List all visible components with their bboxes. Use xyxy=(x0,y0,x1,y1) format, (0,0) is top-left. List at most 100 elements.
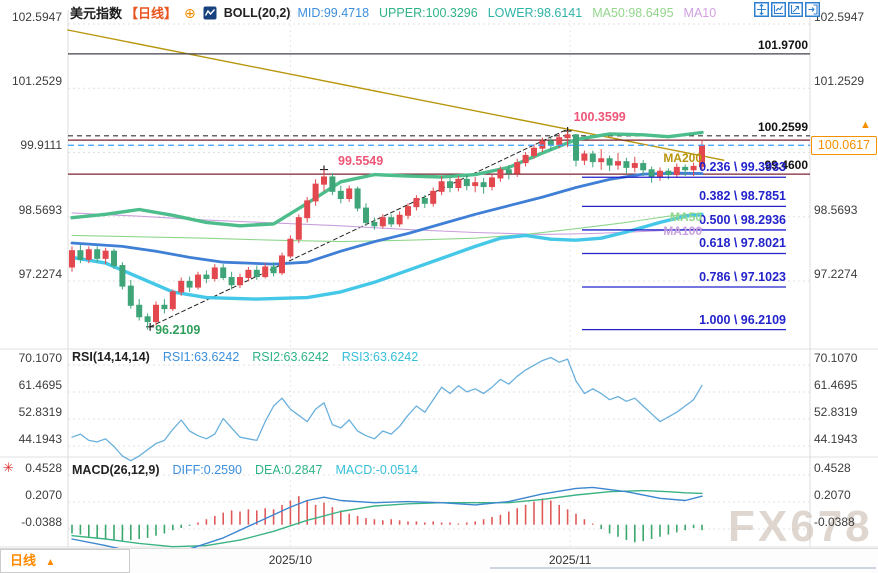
candle-up xyxy=(657,170,663,178)
x-axis-date-label: 2025/10 xyxy=(268,553,313,567)
candle-down xyxy=(363,207,369,223)
macd-dea-line xyxy=(71,489,703,548)
add-indicator-icon[interactable]: ⊕ xyxy=(184,4,196,21)
candle-up xyxy=(211,267,218,279)
candle-down xyxy=(505,169,512,174)
indicator-value: LOWER:98.6141 xyxy=(487,5,583,20)
boll-upper-line xyxy=(70,130,704,228)
axes-chart-icon[interactable] xyxy=(771,2,786,17)
period-label: 【日线】 xyxy=(125,6,178,21)
candle-down xyxy=(480,182,487,188)
candle-up xyxy=(245,269,252,279)
candle-down xyxy=(354,188,361,209)
period-selector-tab[interactable]: 日线 ▲ xyxy=(0,549,130,573)
indicator-value: MA10 xyxy=(683,5,717,20)
candle-up xyxy=(531,147,537,156)
level-lines xyxy=(68,53,810,175)
boll-mid-line xyxy=(70,171,704,266)
rsi-line xyxy=(71,356,703,462)
candle-down xyxy=(253,269,260,278)
candle-down xyxy=(547,140,554,145)
rsi-title: RSI(14,14,14) xyxy=(72,350,150,364)
candle-up xyxy=(396,214,403,225)
candle-up xyxy=(346,188,353,200)
candle-down xyxy=(111,250,117,267)
candle-down xyxy=(329,176,336,192)
macd-header: MACD(26,12,9) DIFF:0.2590 DEA:0.2847 MACD:… xyxy=(72,463,418,477)
current-price-badge: 100.0617 xyxy=(811,136,877,155)
macd-value: MACD:-0.0514 xyxy=(335,463,419,477)
candle-up xyxy=(581,153,588,161)
candle-down xyxy=(665,170,672,176)
candle-up xyxy=(472,182,479,187)
candle-down xyxy=(186,280,193,288)
candle-down xyxy=(161,304,168,310)
panel-frame xyxy=(0,10,878,548)
candle-up xyxy=(304,200,311,219)
candle-down xyxy=(648,169,655,178)
candle-down xyxy=(463,178,470,187)
macd-diff-line xyxy=(71,486,703,556)
period-tab-label: 日线 xyxy=(10,553,37,568)
x-axis-date-label: 2025/11 xyxy=(548,553,592,567)
candle-down xyxy=(119,265,126,287)
candle-down xyxy=(228,277,235,286)
candle-down xyxy=(682,166,689,171)
candle-up xyxy=(497,169,504,179)
time-axis-bar: 日线 ▲ 2025/10 2025/11 xyxy=(0,548,878,573)
rsi-header: RSI(14,14,14) RSI1:63.6242 RSI2:63.6242 RS… xyxy=(72,350,418,364)
candles xyxy=(69,131,705,330)
indicator-title: BOLL(20,2) xyxy=(223,5,291,20)
trendline xyxy=(146,127,572,331)
chart-toolbar xyxy=(754,2,820,17)
price-up-arrow-icon: ▲ xyxy=(860,119,871,131)
candle-up xyxy=(615,161,621,166)
macd-hist xyxy=(71,496,703,543)
candle-up xyxy=(153,304,159,323)
macd-values: DIFF:0.2590 DEA:0.2847 MACD:-0.0514 xyxy=(173,463,419,477)
ma50-line xyxy=(71,212,703,243)
candle-up xyxy=(598,158,605,163)
period-tab-arrow-icon: ▲ xyxy=(45,557,56,568)
candle-up xyxy=(195,274,201,288)
pan-tool-icon[interactable] xyxy=(754,2,769,17)
ma200-line xyxy=(67,29,725,161)
boll-chart-icon xyxy=(203,6,217,20)
candle-up xyxy=(379,217,386,227)
candle-up xyxy=(262,266,269,278)
boll-mid-line xyxy=(70,171,704,266)
exit-chart-icon[interactable] xyxy=(805,2,820,17)
candle-up xyxy=(169,291,176,310)
fib-lines xyxy=(582,176,786,331)
candle-down xyxy=(623,161,630,168)
candle-up xyxy=(673,166,680,176)
candle-down xyxy=(203,274,210,279)
candle-up xyxy=(514,162,521,174)
candle-down xyxy=(371,221,378,227)
candle-up xyxy=(321,176,327,185)
boll-upper-line xyxy=(70,130,704,228)
candle-up xyxy=(556,137,563,145)
candle-up xyxy=(564,134,571,139)
candle-up xyxy=(69,250,75,268)
candle-up xyxy=(438,181,445,192)
horizontal-scrollbar[interactable] xyxy=(490,567,876,569)
trend-axes-icon[interactable] xyxy=(788,2,803,17)
candle-down xyxy=(136,304,143,318)
indicator-value: MID:99.4718 xyxy=(297,5,370,20)
candle-down xyxy=(606,158,613,166)
rsi-value: RSI2:63.6242 xyxy=(252,350,329,364)
candle-down xyxy=(94,249,101,259)
ma200-line xyxy=(67,29,725,161)
indicator-value: UPPER:100.3296 xyxy=(379,5,478,20)
rsi-value: RSI1:63.6242 xyxy=(162,350,240,364)
candle-up xyxy=(279,255,285,274)
candle-up xyxy=(413,198,420,208)
macd-value: DEA:0.2847 xyxy=(255,463,323,477)
candle-up xyxy=(102,250,109,259)
candle-up xyxy=(690,165,697,171)
red-asterisk-icon[interactable]: ✳ xyxy=(3,460,14,475)
candle-down xyxy=(144,316,151,323)
candle-down xyxy=(589,153,596,163)
